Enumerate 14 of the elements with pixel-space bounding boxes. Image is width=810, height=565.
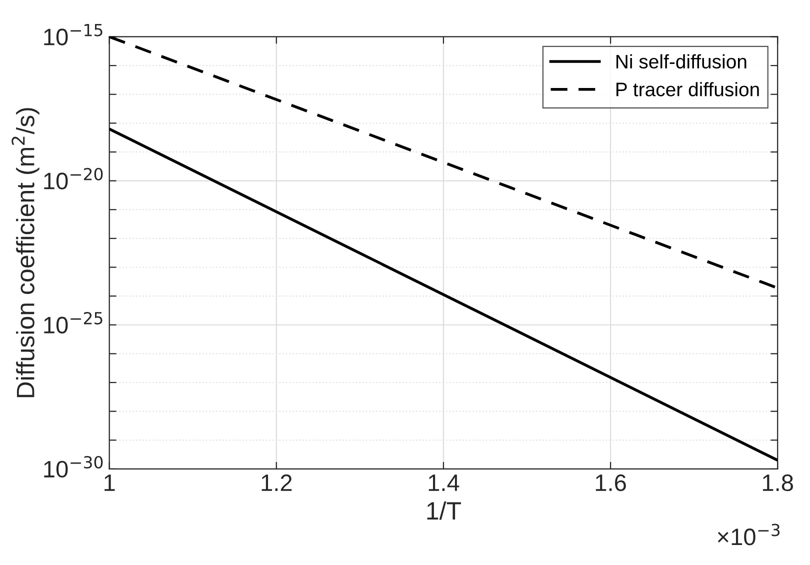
y-axis-title: Diffusion coefficient (m$^{2}$/s) [12,108,40,398]
legend-label: P tracer diffusion [616,82,759,96]
y-tick-label: 10$^{−25}$ [44,312,102,334]
x-tick-label: 1.8 [762,474,793,492]
text: ×10$^{−3}$ [718,524,780,546]
x-axis-title: 1/T [427,501,461,520]
x-tick-label: 1.2 [262,474,292,491]
x-tick-label: 1 [104,474,115,491]
y-tick-label: 10$^{−30}$ [44,456,103,478]
x-tick-label: 1.4 [428,474,460,491]
y-tick-label: 10$^{−20}$ [44,168,103,190]
x-tick-label: 1.6 [596,474,626,492]
legend-label: Ni self-diffusion [616,54,746,69]
y-tick-label: 10$^{−15}$ [44,24,102,46]
